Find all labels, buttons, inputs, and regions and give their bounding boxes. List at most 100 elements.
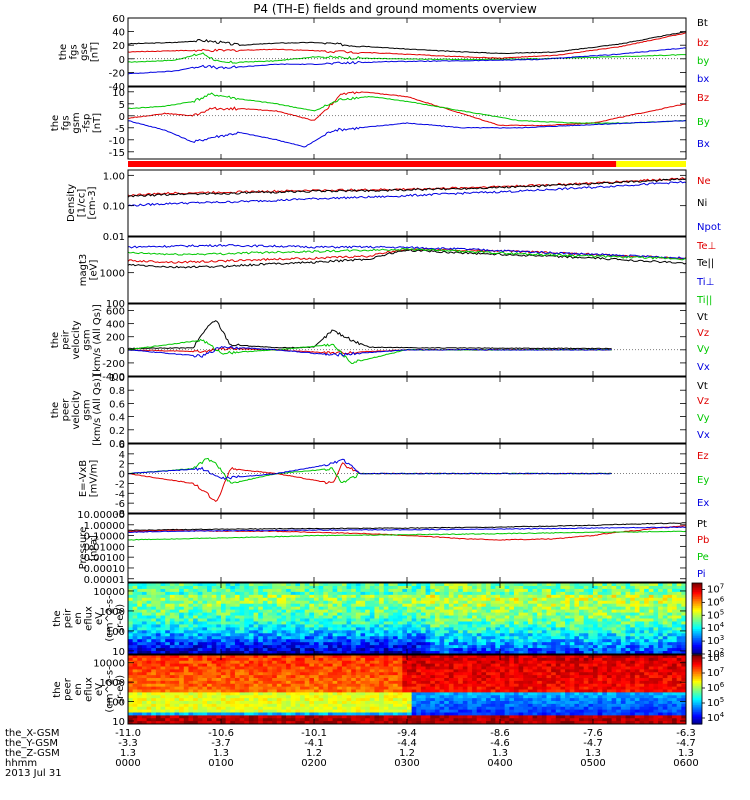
- y-tick-label: 1.00000: [84, 521, 125, 532]
- series-line-Pi: [128, 526, 686, 534]
- legend-entry: Te⊥: [696, 241, 716, 252]
- y-tick-label: 0.00100: [84, 553, 125, 564]
- y-tick-label: 10: [112, 647, 125, 658]
- legend-entry: Vy: [697, 413, 710, 424]
- y-tick-label: -20: [109, 68, 125, 79]
- ephemeris-value: -6.3: [676, 728, 696, 739]
- y-tick-label: 40: [112, 28, 125, 39]
- series-line-Pt: [128, 522, 686, 532]
- y-tick-label: -5: [115, 124, 125, 135]
- y-tick-label: 10: [112, 717, 125, 728]
- y-tick-label: 10: [112, 88, 125, 99]
- legend-entry: Vz: [697, 328, 709, 339]
- y-tick-label: 0.0: [109, 439, 125, 450]
- time-axis-label: hhmm: [5, 758, 37, 769]
- y-axis-label: eflux: [84, 677, 95, 702]
- y-axis-label: the: [52, 610, 63, 626]
- y-axis-label: velocity: [71, 320, 82, 359]
- x-tick-label: 0500: [580, 758, 605, 769]
- colorbar-tick-label: 102: [707, 647, 724, 660]
- y-axis-label: gsm: [82, 399, 93, 420]
- series-line-Ti⊥: [128, 243, 686, 260]
- ephemeris-value: -4.1: [304, 738, 324, 749]
- legend-entry: Bx: [697, 139, 710, 150]
- ephemeris-label: the_Y-GSM: [5, 738, 58, 749]
- ephemeris-value: 1.3: [120, 748, 136, 759]
- colorbar-tick-label: 103: [707, 634, 724, 647]
- y-tick-label: -400: [102, 372, 125, 383]
- y-axis-label: fgs: [61, 115, 72, 130]
- efield-frame: [127, 443, 687, 514]
- colorbar-tick-label: 104: [707, 711, 725, 724]
- y-axis-label: Pressure: [78, 527, 89, 570]
- series-line-Npot: [128, 180, 686, 207]
- y-tick-label: 2: [119, 460, 125, 471]
- pressure-series: [128, 522, 686, 541]
- colorbar-tick-label: 106: [707, 595, 725, 608]
- legend-entry: Ex: [697, 498, 709, 509]
- legend-entry: Bt: [697, 18, 708, 29]
- temperature-series: [128, 243, 686, 269]
- legend-entry: Bz: [697, 93, 709, 104]
- series-line-Bt: [128, 31, 686, 54]
- series-line-Bz: [128, 91, 686, 127]
- colorbar-tick-label: 104: [707, 621, 725, 634]
- y-tick-label: 0: [119, 346, 125, 357]
- y-axis-label: gsm: [71, 112, 82, 133]
- y-tick-label: -10: [109, 136, 125, 147]
- efield-series: [128, 457, 612, 503]
- x-tick-label: 0300: [394, 758, 419, 769]
- legend-entry: Ne: [697, 176, 711, 187]
- series-line-bz: [128, 32, 686, 59]
- y-axis-label: peir: [61, 329, 72, 349]
- legend-entry: Ez: [697, 451, 709, 462]
- y-tick-label: 0: [119, 112, 125, 123]
- y-axis-label: en: [73, 683, 84, 696]
- y-tick-label: 400: [106, 320, 125, 331]
- y-tick-label: 0.01: [103, 232, 125, 243]
- ephemeris-value: -4.6: [490, 738, 510, 749]
- legend-entry: bx: [697, 74, 709, 85]
- series-line-By: [128, 92, 686, 124]
- x-tick-label: 0200: [301, 758, 326, 769]
- y-axis-label: gse: [79, 43, 90, 61]
- y-tick-label: 100: [106, 627, 125, 638]
- y-tick-label: 6: [119, 440, 125, 451]
- y-tick-label: 200: [106, 333, 125, 344]
- fgs_gse-series: [128, 31, 686, 75]
- y-tick-label: 0.10000: [84, 532, 125, 543]
- y-axis-label: Density: [66, 184, 77, 222]
- legend-entry: Ti⊥: [696, 277, 714, 288]
- peer_spec-heatmap: [128, 655, 686, 724]
- pressure-frame: [127, 513, 687, 583]
- colorbar-tick-label: 105: [707, 608, 724, 621]
- peir_velocity-frame: [127, 303, 687, 377]
- y-axis-label: [nT]: [92, 113, 103, 133]
- y-axis-label: eflux: [84, 606, 95, 631]
- y-axis-label: E=-VxB: [78, 460, 89, 497]
- y-axis-label: sr-eV): [115, 675, 126, 704]
- y-axis-label: eV: [94, 612, 105, 625]
- y-axis-label: the: [50, 402, 61, 418]
- ephemeris-value: -11.0: [115, 728, 141, 739]
- y-tick-label: 1.0: [109, 373, 125, 384]
- ephemeris-value: -9.4: [397, 728, 417, 739]
- y-axis-label: velocity: [71, 390, 82, 429]
- fgs_gsm-series: [128, 91, 686, 148]
- colorbar-tick-label: 108: [707, 651, 724, 664]
- y-tick-label: 0.10: [103, 202, 125, 213]
- y-axis-label: [nPa]: [89, 535, 100, 561]
- y-axis-label: -fsp: [82, 114, 93, 133]
- ephemeris-value: -4.7: [583, 738, 603, 749]
- x-tick-label: 0400: [487, 758, 512, 769]
- ephemeris-value: 1.3: [678, 748, 694, 759]
- y-axis-label: the: [52, 681, 63, 697]
- series-line-Pe: [128, 530, 686, 541]
- y-axis-label: [cm-3]: [87, 186, 98, 219]
- y-axis-label: [eV]: [89, 260, 100, 281]
- y-tick-label: 0.00001: [84, 575, 125, 586]
- y-tick-label: -2: [115, 479, 125, 490]
- ephemeris-value: -3.7: [211, 738, 231, 749]
- series-line-Te⊥: [128, 248, 686, 264]
- colorbar-tick-label: 106: [707, 681, 725, 694]
